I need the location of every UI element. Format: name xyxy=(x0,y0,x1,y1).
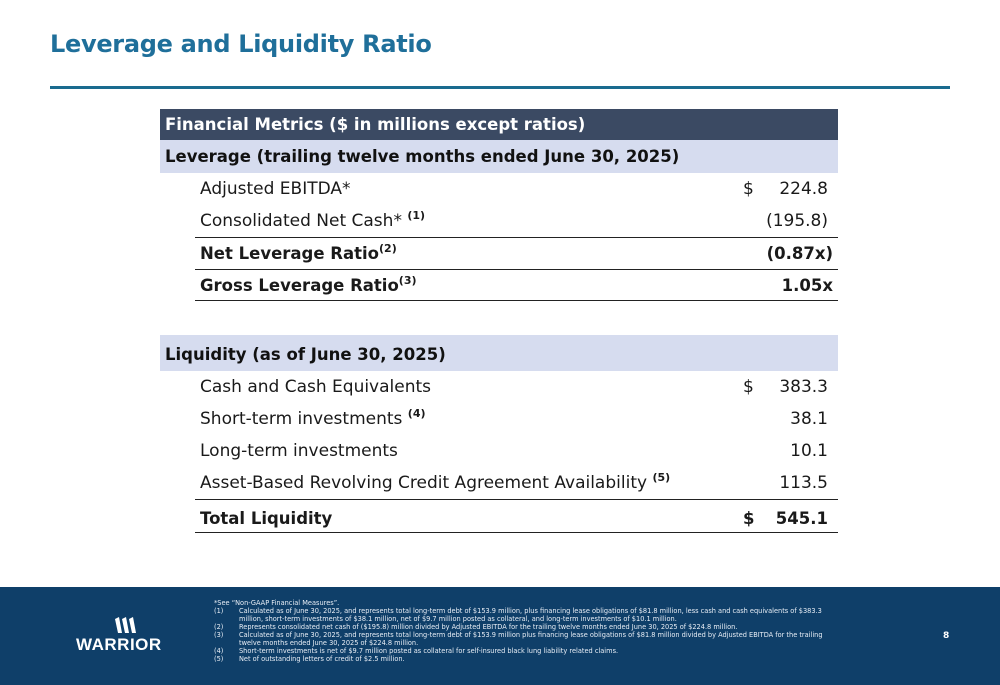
row-label: Total Liquidity xyxy=(200,509,333,528)
row-value: 1.05x xyxy=(781,276,833,295)
row-value: (195.8) xyxy=(766,211,828,231)
footnote-item: (5) Net of outstanding letters of credit… xyxy=(214,655,405,663)
row-label: Asset-Based Revolving Credit Agreement A… xyxy=(200,471,671,493)
financial-metrics-table: Financial Metrics ($ in millions except … xyxy=(160,109,838,533)
section-spacer xyxy=(160,301,838,335)
table-row-short-term-investments: Short-term investments (4) 38.1 xyxy=(195,403,838,435)
row-label: Gross Leverage Ratio(3) xyxy=(200,274,417,295)
footnote-marker: (4) xyxy=(407,407,426,420)
table-row-adjusted-ebitda: Adjusted EBITDA* $ 224.8 xyxy=(195,173,838,205)
table-row-total-liquidity: Total Liquidity $ 545.1 xyxy=(195,499,838,533)
row-value: (0.87x) xyxy=(766,244,833,263)
table-row-net-leverage-ratio: Net Leverage Ratio(2) (0.87x) xyxy=(195,237,838,269)
table-row-revolving-credit-availability: Asset-Based Revolving Credit Agreement A… xyxy=(195,467,838,499)
footnote-item: (2) Represents consolidated net cash of … xyxy=(214,623,738,631)
row-label: Long-term investments xyxy=(200,441,398,461)
footnote-marker: (3) xyxy=(398,274,417,287)
footnote-marker: (1) xyxy=(407,209,426,222)
row-value: 383.3 xyxy=(779,377,828,397)
liquidity-section-header: Liquidity (as of June 30, 2025) xyxy=(160,335,838,371)
footnote-item: (1) Calculated as of June 30, 2025, and … xyxy=(214,607,822,623)
table-row-cash-equivalents: Cash and Cash Equivalents $ 383.3 xyxy=(195,371,838,403)
table-row-consolidated-net-cash: Consolidated Net Cash* (1) (195.8) xyxy=(195,205,838,237)
table-row-gross-leverage-ratio: Gross Leverage Ratio(3) 1.05x xyxy=(195,269,838,301)
row-label: Net Leverage Ratio(2) xyxy=(200,242,397,263)
footnote-item: (4) Short-term investments is net of $9.… xyxy=(214,647,619,655)
row-value: 38.1 xyxy=(790,409,828,429)
currency-symbol: $ xyxy=(743,377,754,397)
warrior-logo-mark-icon xyxy=(115,617,136,633)
leverage-section-header: Leverage (trailing twelve months ended J… xyxy=(160,140,838,173)
footnote-marker: (5) xyxy=(652,471,671,484)
footnote-item: (3) Calculated as of June 30, 2025, and … xyxy=(214,631,823,647)
row-value: 224.8 xyxy=(779,179,828,199)
table-header: Financial Metrics ($ in millions except … xyxy=(160,109,838,140)
non-gaap-note: *See “Non-GAAP Financial Measures”. xyxy=(214,599,340,607)
currency-symbol: $ xyxy=(743,509,755,528)
row-label: Adjusted EBITDA* xyxy=(200,179,351,199)
table-row-long-term-investments: Long-term investments 10.1 xyxy=(195,435,838,467)
warrior-logo: WARRIOR xyxy=(76,617,176,657)
row-label: Consolidated Net Cash* (1) xyxy=(200,209,426,231)
row-value: 10.1 xyxy=(790,441,828,461)
page-number: 8 xyxy=(943,631,950,641)
footnote-marker: (2) xyxy=(379,242,397,255)
page-title: Leverage and Liquidity Ratio xyxy=(50,30,432,58)
footnotes: *See “Non-GAAP Financial Measures”. (1) … xyxy=(214,599,824,663)
logo-wordmark: WARRIOR xyxy=(76,635,162,654)
currency-symbol: $ xyxy=(743,179,754,199)
row-value: 113.5 xyxy=(779,473,828,493)
row-label: Short-term investments (4) xyxy=(200,407,426,429)
row-label: Cash and Cash Equivalents xyxy=(200,377,432,397)
footer-bar: WARRIOR *See “Non-GAAP Financial Measure… xyxy=(0,587,1000,685)
row-value: 545.1 xyxy=(775,509,828,528)
title-divider xyxy=(50,86,950,89)
